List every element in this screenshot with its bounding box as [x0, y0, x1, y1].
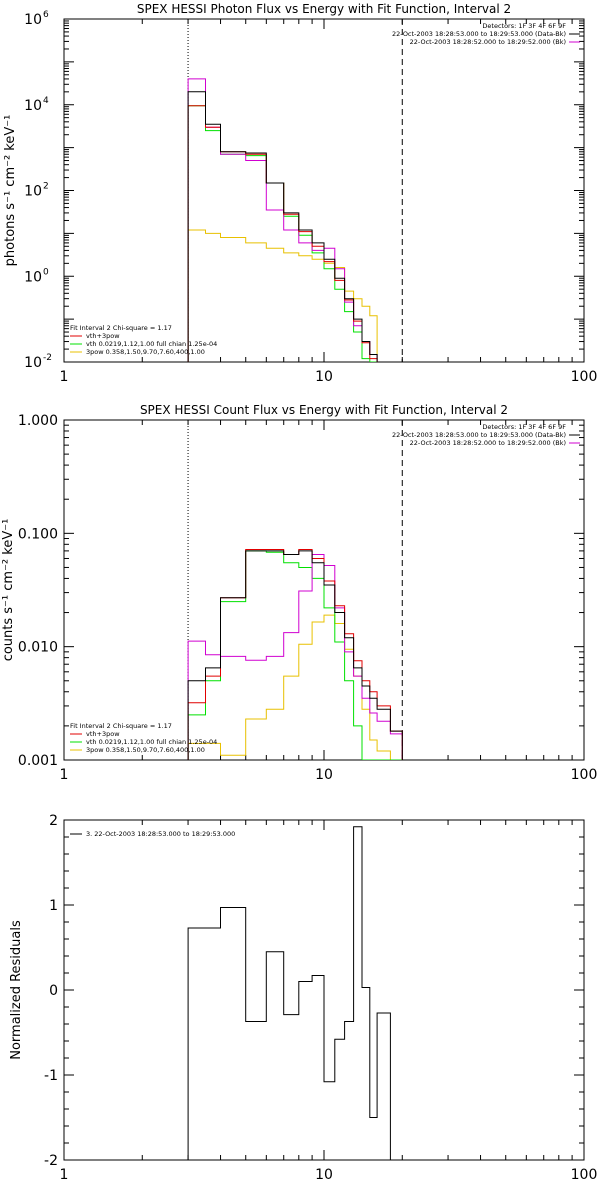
y-axis-label: Normalized Residuals: [9, 920, 24, 1060]
y-tick-label: 0.010: [18, 640, 58, 656]
x-tick-label: 10: [315, 1167, 333, 1183]
series-line-1: [187, 91, 378, 362]
series-line-4: [187, 614, 403, 760]
legend-entry: 3. 22-Oct-2003 18:28:53.000 to 18:29:53.…: [86, 830, 235, 838]
y-tick-label: 0.001: [18, 753, 58, 769]
y-tick-label: 10: [24, 184, 42, 200]
x-tick-label: 10: [315, 369, 333, 385]
x-tick-label: 100: [571, 767, 598, 783]
y-tick-label: 10: [24, 12, 42, 28]
y-tick-label: 10: [24, 269, 42, 285]
chart-title: SPEX HESSI Photon Flux vs Energy with Fi…: [137, 2, 511, 16]
series-line-1: [187, 550, 403, 760]
header-line: 22-Oct-2003 18:28:52.000 to 18:29:52.000…: [410, 439, 566, 447]
y-axis-label: photons s⁻¹ cm⁻² keV⁻¹: [3, 115, 18, 267]
y-tick-exponent: 0: [43, 267, 49, 277]
header-line: 22-Oct-2003 18:28:53.000 to 18:29:53.000…: [392, 431, 566, 439]
y-tick-label: -2: [44, 1153, 58, 1169]
x-tick-label: 1: [60, 369, 69, 385]
y-tick-label: 1.000: [18, 413, 58, 429]
y-tick-exponent: 4: [43, 96, 49, 106]
legend-entry: vth 0.0219,1.12,1.00 full chian 1.25e-04: [86, 738, 217, 746]
fit-legend-title: Fit Interval 2 Chi-square = 1.17: [70, 324, 172, 332]
chart-panel-2: SPEX HESSI Count Flux vs Energy with Fit…: [1, 403, 597, 783]
y-tick-label: 2: [49, 813, 58, 829]
y-tick-label: 0: [49, 983, 58, 999]
header-line: Detectors: 1F 3F 4F 6F 9F: [482, 22, 566, 30]
y-axis-label: counts s⁻¹ cm⁻² keV⁻¹: [1, 519, 16, 662]
header-line: 22-Oct-2003 18:28:53.000 to 18:29:53.000…: [392, 30, 566, 38]
legend-entry: vth+3pow: [86, 332, 120, 340]
y-tick-exponent: 2: [43, 182, 49, 192]
x-tick-label: 100: [571, 1167, 598, 1183]
fit-legend-title: Fit Interval 2 Chi-square = 1.17: [70, 722, 172, 730]
x-tick-label: 1: [60, 1167, 69, 1183]
series-line-4: [187, 229, 378, 362]
y-tick-label: -1: [44, 1068, 58, 1084]
x-tick-label: 100: [571, 369, 598, 385]
x-tick-label: 10: [315, 767, 333, 783]
y-tick-exponent: -2: [43, 353, 52, 363]
legend-entry: 3pow 0.358,1.50,9.70,7.60,400,1.00: [86, 746, 205, 754]
y-tick-label: 0.100: [18, 526, 58, 542]
series-line-5: [187, 78, 378, 362]
y-tick-exponent: 6: [43, 10, 49, 20]
header-line: Detectors: 1F 3F 4F 6F 9F: [482, 423, 566, 431]
y-tick-label: 10: [24, 355, 42, 371]
legend-entry: vth 0.0219,1.12,1.00 full chian 1.25e-04: [86, 340, 217, 348]
x-tick-label: 1: [60, 767, 69, 783]
y-tick-label: 10: [24, 98, 42, 114]
series-line-1: [187, 826, 391, 1160]
header-line: 22-Oct-2003 18:28:52.000 to 18:29:52.000…: [410, 38, 566, 46]
plot-frame: [63, 18, 585, 363]
y-tick-label: 1: [49, 898, 58, 914]
legend-entry: 3pow 0.358,1.50,9.70,7.60,400,1.00: [86, 348, 205, 356]
chart-title: SPEX HESSI Count Flux vs Energy with Fit…: [140, 403, 508, 417]
legend-entry: vth+3pow: [86, 730, 120, 738]
chart-panel-1: SPEX HESSI Photon Flux vs Energy with Fi…: [3, 2, 597, 385]
